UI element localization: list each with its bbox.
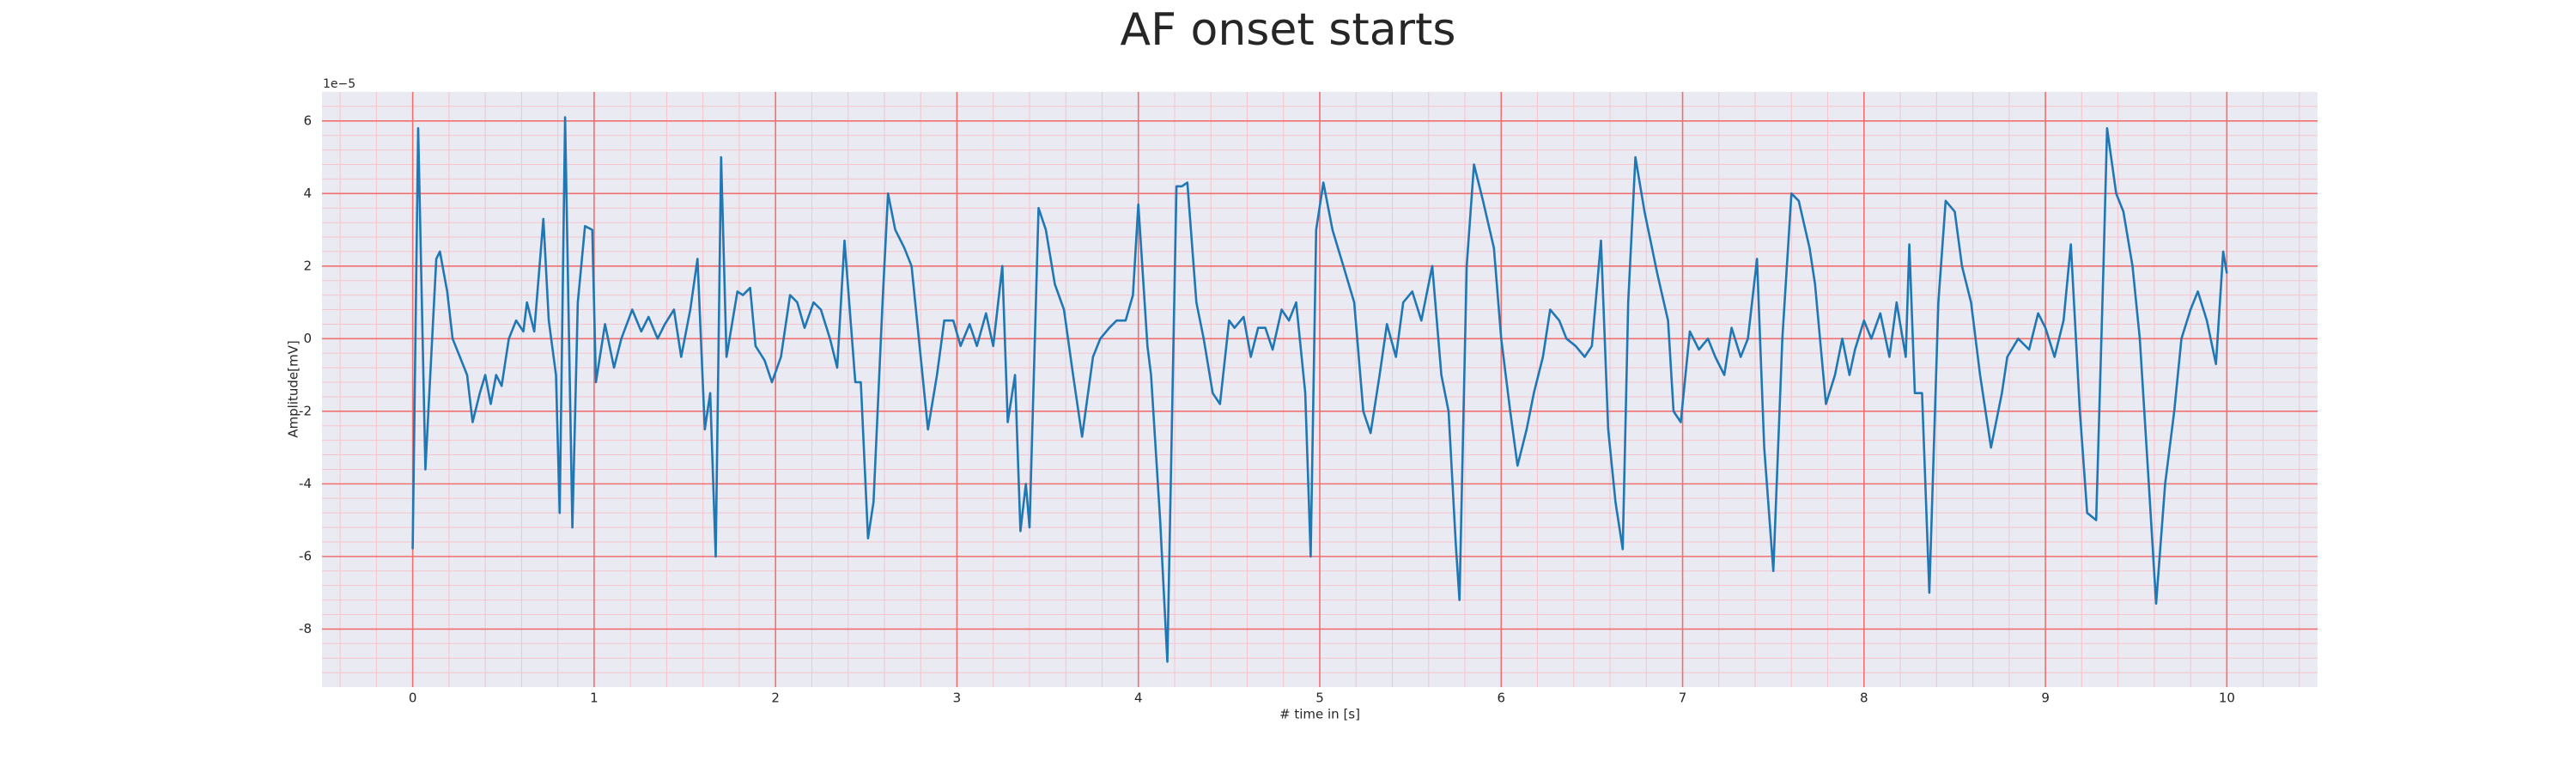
y-tick-label: 6	[303, 113, 312, 128]
chart-title: AF onset starts	[1121, 4, 1456, 56]
x-tick-label: 8	[1860, 691, 1868, 706]
y-tick-label: -2	[299, 403, 312, 418]
x-axis-label: # time in [s]	[1279, 707, 1360, 722]
x-tick-label: 9	[2041, 691, 2050, 706]
y-tick-label: 2	[303, 258, 312, 273]
x-tick-label: 6	[1497, 691, 1505, 706]
y-offset-label: 1e−5	[323, 77, 355, 91]
x-tick-label: 3	[953, 691, 962, 706]
x-tick-label: 7	[1679, 691, 1687, 706]
y-tick-label: -6	[299, 548, 312, 563]
y-tick-label: -4	[299, 476, 312, 491]
y-tick-label: -8	[299, 621, 312, 636]
x-tick-label: 4	[1134, 691, 1143, 706]
y-tick-label: 4	[303, 186, 312, 201]
x-tick-label: 0	[409, 691, 417, 706]
x-tick-label: 5	[1315, 691, 1324, 706]
x-tick-label: 1	[590, 691, 598, 706]
x-tick-label: 2	[771, 691, 780, 706]
data-line	[411, 116, 2228, 663]
x-tick-label: 10	[2219, 691, 2235, 706]
y-tick-label: 0	[303, 331, 312, 346]
y-axis-label: Amplitude[mV]	[286, 340, 301, 437]
